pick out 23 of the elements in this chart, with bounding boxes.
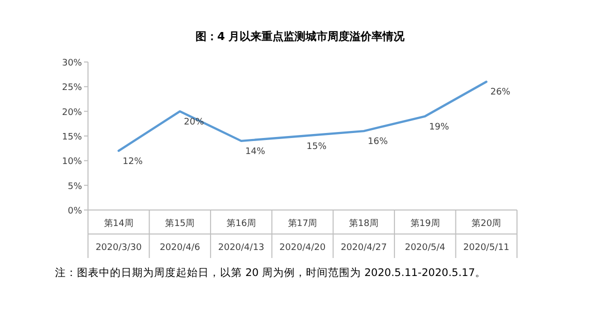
y-tick-label: 10% <box>62 157 82 168</box>
y-tick-label: 30% <box>62 58 82 68</box>
category-label: 第17周 2020/4/20 <box>279 219 326 253</box>
category-label: 第15周 2020/4/6 <box>160 219 200 253</box>
y-tick-label: 5% <box>68 182 82 192</box>
chart-title: 图：4 月以来重点监测城市周度溢价率情况 <box>195 30 406 43</box>
data-label: 20% <box>184 117 204 128</box>
data-label: 14% <box>245 146 266 157</box>
category-label: 第14周 2020/3/30 <box>96 219 142 253</box>
y-tick-label: 0% <box>68 206 82 216</box>
data-label: 16% <box>368 137 388 148</box>
data-label: 12% <box>122 156 144 167</box>
data-label: 26% <box>490 88 511 98</box>
data-label: 19% <box>429 122 450 132</box>
category-label: 第18周 2020/4/27 <box>340 219 387 253</box>
y-tick-label: 25% <box>62 83 82 94</box>
category-label: 第16周 2020/4/13 <box>218 219 264 253</box>
y-tick-label: 15% <box>62 132 82 142</box>
y-tick-label: 20% <box>62 108 82 118</box>
data-label: 15% <box>306 142 327 152</box>
category-label: 第19周 2020/5/4 <box>404 219 446 253</box>
text: 注：图表中的日期为周度起始日，以第 20 周为例，时间范围为 2020.5.11-2020.5.17。 <box>55 266 486 279</box>
category-label: 第20周 2020/5/11 <box>463 219 510 253</box>
